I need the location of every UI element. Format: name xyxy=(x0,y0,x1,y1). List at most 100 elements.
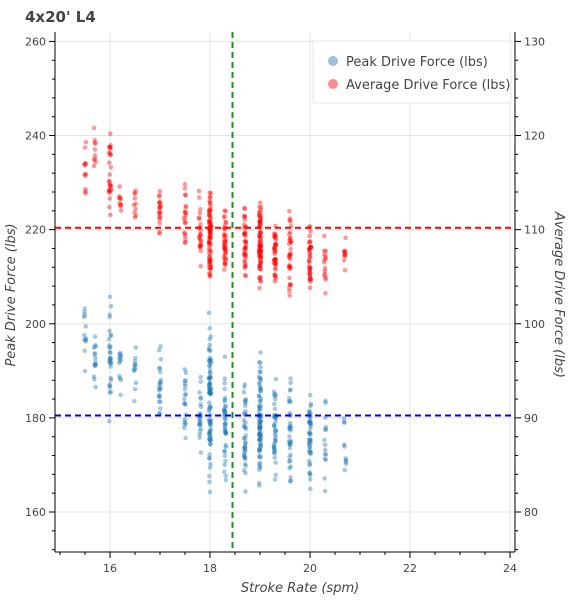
average-point xyxy=(91,125,97,131)
peak-point xyxy=(308,486,313,492)
peak-point xyxy=(243,400,248,406)
average-point xyxy=(207,248,213,253)
peak-point xyxy=(257,422,262,428)
peak-point xyxy=(197,390,202,395)
average-point xyxy=(206,240,212,245)
peak-point xyxy=(243,463,248,469)
average-point xyxy=(242,214,247,219)
average-point xyxy=(307,253,313,259)
average-point xyxy=(208,266,213,271)
average-point xyxy=(157,207,162,212)
average-point xyxy=(308,276,313,282)
peak-point xyxy=(257,427,263,433)
average-point xyxy=(242,245,248,251)
peak-point xyxy=(207,479,212,485)
average-point xyxy=(222,252,227,258)
average-point xyxy=(108,187,114,192)
average-point xyxy=(286,254,292,259)
peak-point xyxy=(287,388,293,393)
average-point xyxy=(288,235,293,241)
average-point xyxy=(308,277,314,282)
average-point xyxy=(257,264,263,269)
peak-point xyxy=(242,461,248,467)
peak-point xyxy=(222,409,228,414)
y-axis-label: Peak Drive Force (lbs) xyxy=(4,223,19,366)
average-point xyxy=(307,277,312,283)
peak-point xyxy=(222,409,228,415)
peak-point xyxy=(207,376,212,382)
peak-point xyxy=(183,435,188,441)
peak-point xyxy=(272,477,278,482)
average-point xyxy=(258,259,264,264)
peak-point xyxy=(206,384,212,390)
peak-point xyxy=(308,423,313,428)
peak-point xyxy=(156,388,162,393)
average-point xyxy=(257,258,263,263)
peak-point xyxy=(156,399,162,405)
peak-point xyxy=(242,436,248,441)
average-point xyxy=(257,243,263,249)
peak-point xyxy=(273,472,279,478)
average-point xyxy=(132,190,137,196)
average-point xyxy=(256,213,262,218)
peak-point xyxy=(323,400,328,406)
average-point xyxy=(272,234,277,240)
average-point xyxy=(287,208,292,214)
average-point xyxy=(308,271,313,277)
average-point xyxy=(288,251,293,256)
peak-point xyxy=(322,488,328,494)
average-point xyxy=(207,213,213,218)
peak-point xyxy=(287,426,292,431)
average-point xyxy=(207,220,213,225)
average-point xyxy=(241,253,247,258)
peak-point xyxy=(288,452,293,458)
average-point xyxy=(107,179,112,184)
peak-point xyxy=(308,426,313,432)
average-point xyxy=(256,250,262,255)
peak-point xyxy=(257,449,262,454)
peak-point xyxy=(258,350,263,355)
average-point xyxy=(242,225,247,231)
peak-point xyxy=(257,385,263,390)
average-point xyxy=(221,233,227,239)
average-point xyxy=(258,200,263,205)
average-point xyxy=(222,231,227,236)
peak-point xyxy=(207,370,213,375)
average-point xyxy=(207,234,213,240)
peak-point xyxy=(308,403,314,409)
average-point xyxy=(258,215,263,220)
peak-point xyxy=(242,443,248,449)
average-point xyxy=(208,264,214,269)
average-point xyxy=(257,253,262,259)
peak-point xyxy=(208,386,214,392)
peak-point xyxy=(221,407,227,413)
peak-point xyxy=(118,350,123,356)
average-point xyxy=(287,262,292,268)
peak-point xyxy=(198,426,203,431)
average-point xyxy=(208,230,213,236)
average-point xyxy=(258,204,264,210)
peak-point xyxy=(272,448,277,453)
average-point xyxy=(223,233,228,239)
average-point xyxy=(272,257,278,263)
average-point xyxy=(288,239,293,244)
peak-point xyxy=(323,427,329,432)
peak-point xyxy=(257,431,263,436)
average-point xyxy=(306,264,312,269)
peak-point xyxy=(307,430,312,436)
average-point xyxy=(198,248,204,253)
average-point xyxy=(286,231,292,237)
average-point xyxy=(182,240,187,246)
peak-point xyxy=(222,462,227,468)
average-point xyxy=(322,271,328,277)
peak-point xyxy=(306,458,312,464)
average-point xyxy=(243,273,249,279)
peak-point xyxy=(182,401,187,406)
peak-point xyxy=(81,314,87,320)
peak-point xyxy=(183,378,188,384)
peak-point xyxy=(308,401,314,407)
average-point xyxy=(157,231,162,236)
average-point xyxy=(273,276,278,281)
peak-point xyxy=(256,374,262,380)
peak-point xyxy=(208,391,213,397)
